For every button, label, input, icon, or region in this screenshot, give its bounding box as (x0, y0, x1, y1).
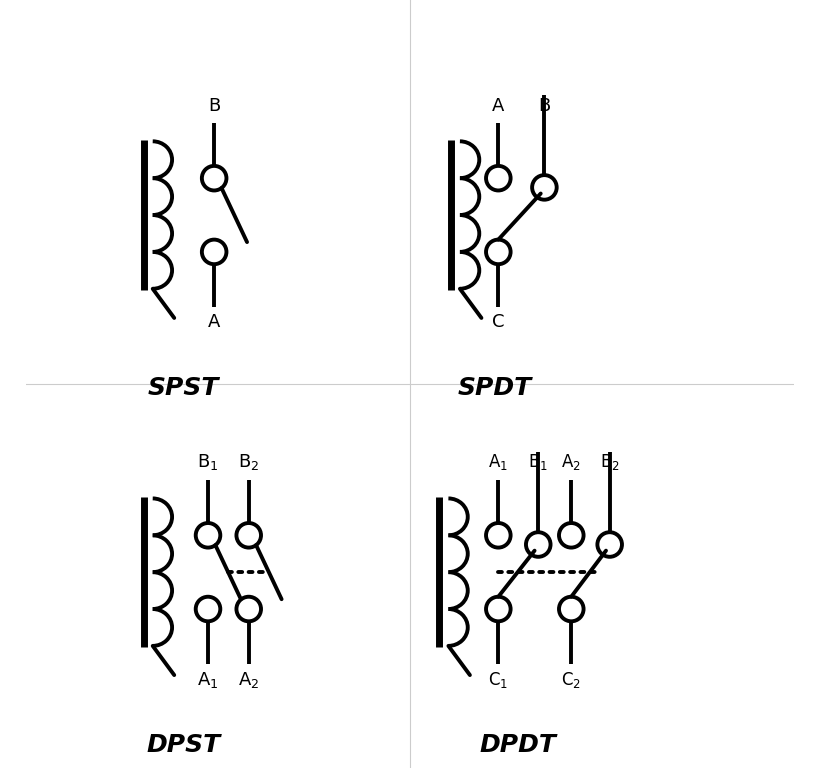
Text: C$_1$: C$_1$ (487, 670, 508, 690)
Text: B$_2$: B$_2$ (599, 452, 619, 472)
Text: B$_1$: B$_1$ (197, 452, 219, 472)
Text: C: C (491, 313, 504, 331)
Text: B: B (208, 98, 220, 115)
Text: SPDT: SPDT (457, 376, 531, 400)
Text: SPST: SPST (147, 376, 219, 400)
Text: B$_1$: B$_1$ (527, 452, 548, 472)
Text: DPST: DPST (147, 733, 220, 757)
Text: B$_2$: B$_2$ (238, 452, 259, 472)
Text: A$_1$: A$_1$ (488, 452, 508, 472)
Text: B: B (537, 98, 550, 115)
Text: A$_1$: A$_1$ (197, 670, 219, 690)
Text: DPDT: DPDT (478, 733, 555, 757)
Text: A: A (208, 313, 220, 331)
Text: A$_2$: A$_2$ (238, 670, 259, 690)
Text: C$_2$: C$_2$ (560, 670, 581, 690)
Text: A$_2$: A$_2$ (561, 452, 581, 472)
Text: A: A (491, 98, 504, 115)
